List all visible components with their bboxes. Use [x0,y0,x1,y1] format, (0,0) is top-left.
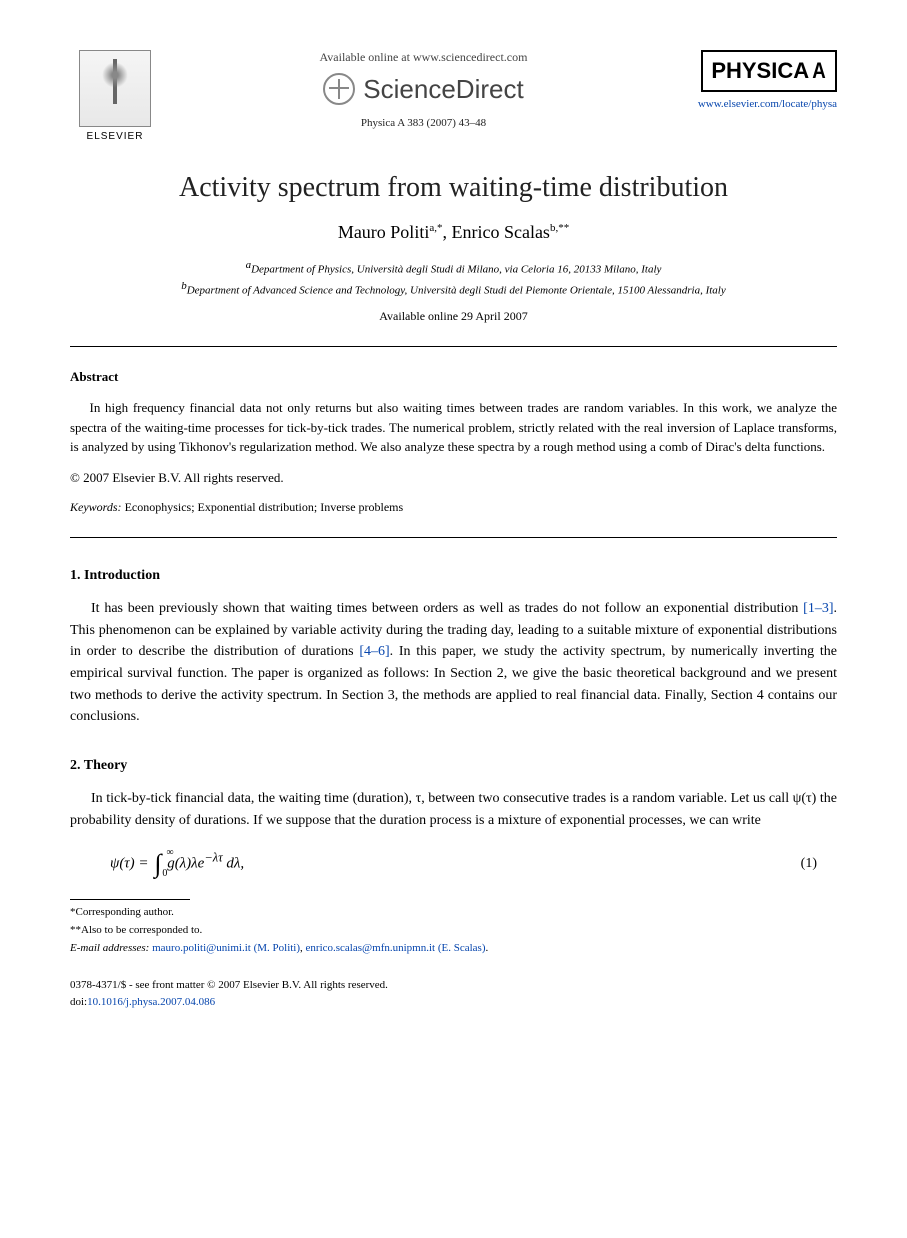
journal-logo-block: PHYSICAA www.elsevier.com/locate/physa [687,50,837,110]
email-end: . [486,942,489,954]
section-1-heading: 1. Introduction [70,568,837,584]
sciencedirect-logo: ScienceDirect [160,73,687,105]
sciencedirect-icon [323,73,355,105]
equation-number: (1) [801,856,817,872]
section-2-heading: 2. Theory [70,758,837,774]
elsevier-label: ELSEVIER [70,131,160,142]
rule-1 [70,346,837,347]
author-1-name: Mauro Politi [338,222,430,242]
elsevier-tree-icon [79,50,151,127]
email-link-1[interactable]: mauro.politi@unimi.it (M. Politi) [152,942,300,954]
equation-1: ψ(τ) = ∫∞0 g(λ)λe−λτ dλ, (1) [110,849,837,879]
abstract-label: Abstract [70,369,837,385]
elsevier-logo: ELSEVIER [70,50,160,142]
theory-paragraph: In tick-by-tick financial data, the wait… [70,788,837,831]
physica-letter: A [812,58,826,84]
footer-doi-line: doi:10.1016/j.physa.2007.04.086 [70,994,837,1011]
article-title: Activity spectrum from waiting-time dist… [70,172,837,204]
author-2-name: Enrico Scalas [451,222,549,242]
email-label: E-mail addresses: [70,942,149,954]
int-upper: ∞ [166,847,173,858]
available-date: Available online 29 April 2007 [70,309,837,324]
authors-line: Mauro Politia,*, Enrico Scalasb,** [70,222,837,243]
rule-2 [70,537,837,538]
author-1-marks: a,* [429,222,442,234]
doi-link[interactable]: 10.1016/j.physa.2007.04.086 [87,996,215,1008]
footnote-1: *Corresponding author. [70,904,837,922]
physica-label: PHYSICA [711,58,809,83]
footnote-rule [70,899,190,900]
int-lower: 0 [162,868,167,879]
footnote-emails: E-mail addresses: mauro.politi@unimi.it … [70,940,837,958]
affiliation-b: Department of Advanced Science and Techn… [187,285,726,297]
footer-copyright: 0378-4371/$ - see front matter © 2007 El… [70,977,837,994]
abstract-copyright: © 2007 Elsevier B.V. All rights reserved… [70,470,837,486]
citation-text: Physica A 383 (2007) 43–48 [160,117,687,129]
eq-lhs: ψ(τ) = [110,856,152,872]
eq-dlambda: dλ, [223,856,245,872]
integral-sign: ∫∞0 [154,849,161,879]
abstract-text: In high frequency financial data not onl… [70,398,837,457]
page-footer: 0378-4371/$ - see front matter © 2007 El… [70,977,837,1010]
intro-paragraph: It has been previously shown that waitin… [70,598,837,728]
keywords-line: Keywords: Econophysics; Exponential dist… [70,500,837,515]
doi-label: doi: [70,996,87,1008]
author-2-marks: b,** [550,222,569,234]
available-online-text: Available online at www.sciencedirect.co… [160,50,687,65]
equation-body: ψ(τ) = ∫∞0 g(λ)λe−λτ dλ, [110,849,244,879]
email-link-2[interactable]: enrico.scalas@mfn.unipmn.it (E. Scalas) [306,942,486,954]
eq-exponent: −λτ [204,851,222,865]
physica-logo: PHYSICAA [701,50,837,92]
ref-link-1[interactable]: [1–3] [803,601,833,616]
footnotes: *Corresponding author. **Also to be corr… [70,904,837,957]
journal-url-link[interactable]: www.elsevier.com/locate/physa [687,98,837,110]
center-header: Available online at www.sciencedirect.co… [160,50,687,129]
intro-text-1a: It has been previously shown that waitin… [91,601,803,616]
page-header: ELSEVIER Available online at www.science… [70,50,837,142]
keywords-label: Keywords: [70,500,122,514]
affiliation-a: Department of Physics, Università degli … [251,264,661,276]
footnote-2: **Also to be corresponded to. [70,922,837,940]
affiliations: aDepartment of Physics, Università degli… [70,257,837,299]
ref-link-2[interactable]: [4–6] [359,644,389,659]
sciencedirect-label: ScienceDirect [363,74,523,105]
keywords-text: Econophysics; Exponential distribution; … [125,500,404,514]
